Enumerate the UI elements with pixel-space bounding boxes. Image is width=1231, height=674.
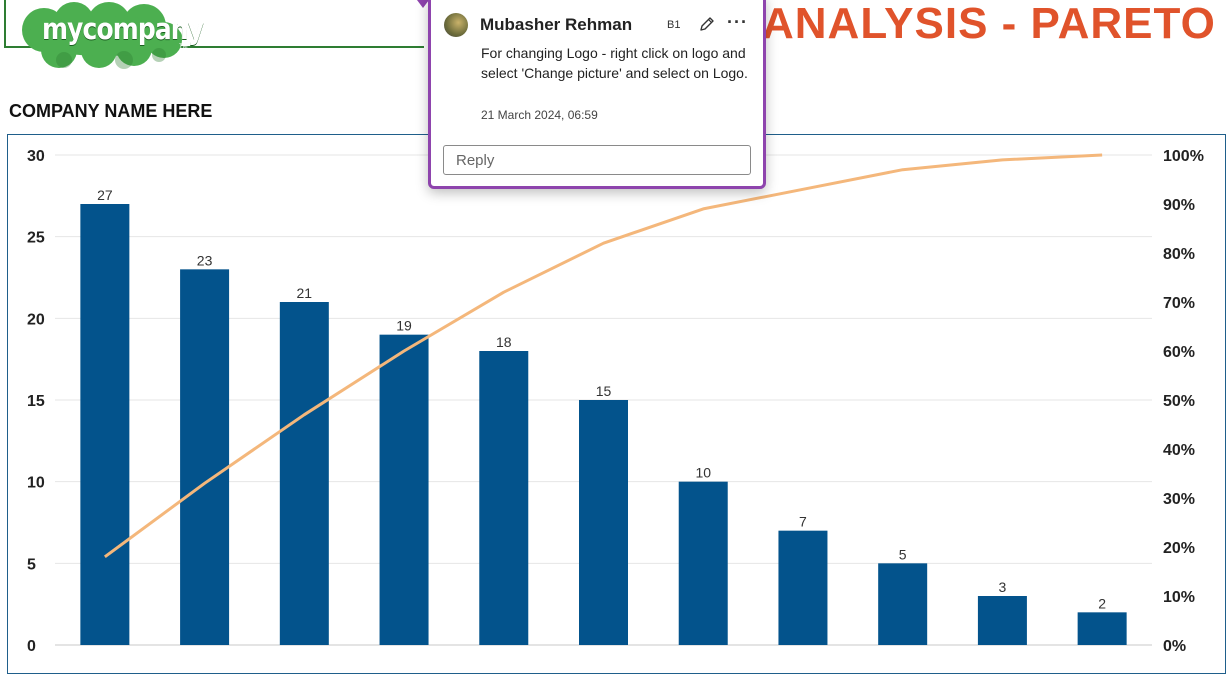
company-logo[interactable]: mycompany TM bbox=[14, 0, 204, 70]
bar-data-label: 5 bbox=[899, 546, 907, 562]
left-axis-tick-label: 25 bbox=[27, 230, 45, 247]
bar bbox=[279, 302, 329, 645]
left-axis-tick-label: 0 bbox=[27, 638, 36, 655]
left-axis-tick-label: 5 bbox=[27, 556, 36, 573]
edit-pencil-icon[interactable] bbox=[697, 14, 717, 34]
right-axis-tick-label: 50% bbox=[1163, 393, 1195, 410]
left-axis-tick-label: 30 bbox=[27, 148, 45, 165]
pareto-chart: 0510152025300%10%20%30%40%50%60%70%80%90… bbox=[27, 148, 1204, 655]
right-axis-tick-label: 10% bbox=[1163, 589, 1195, 606]
logo-trademark: TM bbox=[179, 44, 188, 50]
bar-data-label: 23 bbox=[197, 252, 213, 268]
logo-cloud-icon bbox=[22, 2, 182, 69]
right-axis-tick-label: 30% bbox=[1163, 491, 1195, 508]
right-axis-tick-label: 100% bbox=[1163, 148, 1204, 165]
bar-data-label: 7 bbox=[799, 514, 807, 530]
avatar bbox=[444, 13, 468, 37]
bar bbox=[878, 563, 928, 645]
left-axis-tick-label: 10 bbox=[27, 475, 45, 492]
logo-frame bbox=[4, 0, 424, 48]
comment-card: Mubasher Rehman B1 ··· For changing Logo… bbox=[428, 0, 766, 189]
right-axis-tick-label: 80% bbox=[1163, 246, 1195, 263]
logo-text: mycompany bbox=[42, 12, 204, 46]
bar-data-label: 15 bbox=[596, 383, 612, 399]
cumulative-percent-line bbox=[103, 153, 1103, 559]
right-axis-tick-label: 0% bbox=[1163, 638, 1186, 655]
bar bbox=[379, 334, 429, 645]
comment-timestamp: 21 March 2024, 06:59 bbox=[481, 108, 598, 122]
bar bbox=[977, 596, 1027, 645]
bar-data-label: 3 bbox=[999, 579, 1007, 595]
left-axis-tick-label: 15 bbox=[27, 393, 45, 410]
bar bbox=[80, 204, 130, 645]
bar-data-label: 10 bbox=[695, 465, 711, 481]
bar-data-label: 27 bbox=[97, 187, 113, 203]
page-title: ANALYSIS - PARETO bbox=[762, 0, 1216, 48]
more-options-icon[interactable]: ··· bbox=[727, 12, 748, 32]
comment-body: For changing Logo - right click on logo … bbox=[481, 45, 748, 81]
right-axis-tick-label: 70% bbox=[1163, 295, 1195, 312]
comment-author: Mubasher Rehman bbox=[480, 15, 633, 34]
right-axis-tick-label: 60% bbox=[1163, 344, 1195, 361]
bar-data-label: 19 bbox=[396, 318, 412, 334]
bar-data-label: 18 bbox=[496, 334, 512, 350]
bar bbox=[778, 530, 828, 645]
reply-input[interactable] bbox=[443, 145, 751, 175]
right-axis-tick-label: 40% bbox=[1163, 442, 1195, 459]
comment-pointer bbox=[417, 0, 429, 8]
bar-data-label: 21 bbox=[297, 285, 313, 301]
bar-data-label: 2 bbox=[1098, 595, 1106, 611]
bar bbox=[678, 481, 728, 645]
bar bbox=[180, 269, 230, 645]
company-name: COMPANY NAME HERE bbox=[9, 101, 213, 121]
right-axis-tick-label: 20% bbox=[1163, 540, 1195, 557]
bar bbox=[579, 400, 628, 645]
left-axis-tick-label: 20 bbox=[27, 311, 45, 328]
bar bbox=[479, 351, 529, 645]
right-axis-tick-label: 90% bbox=[1163, 197, 1195, 214]
comment-cell-ref: B1 bbox=[667, 19, 681, 31]
bar bbox=[1077, 612, 1127, 645]
